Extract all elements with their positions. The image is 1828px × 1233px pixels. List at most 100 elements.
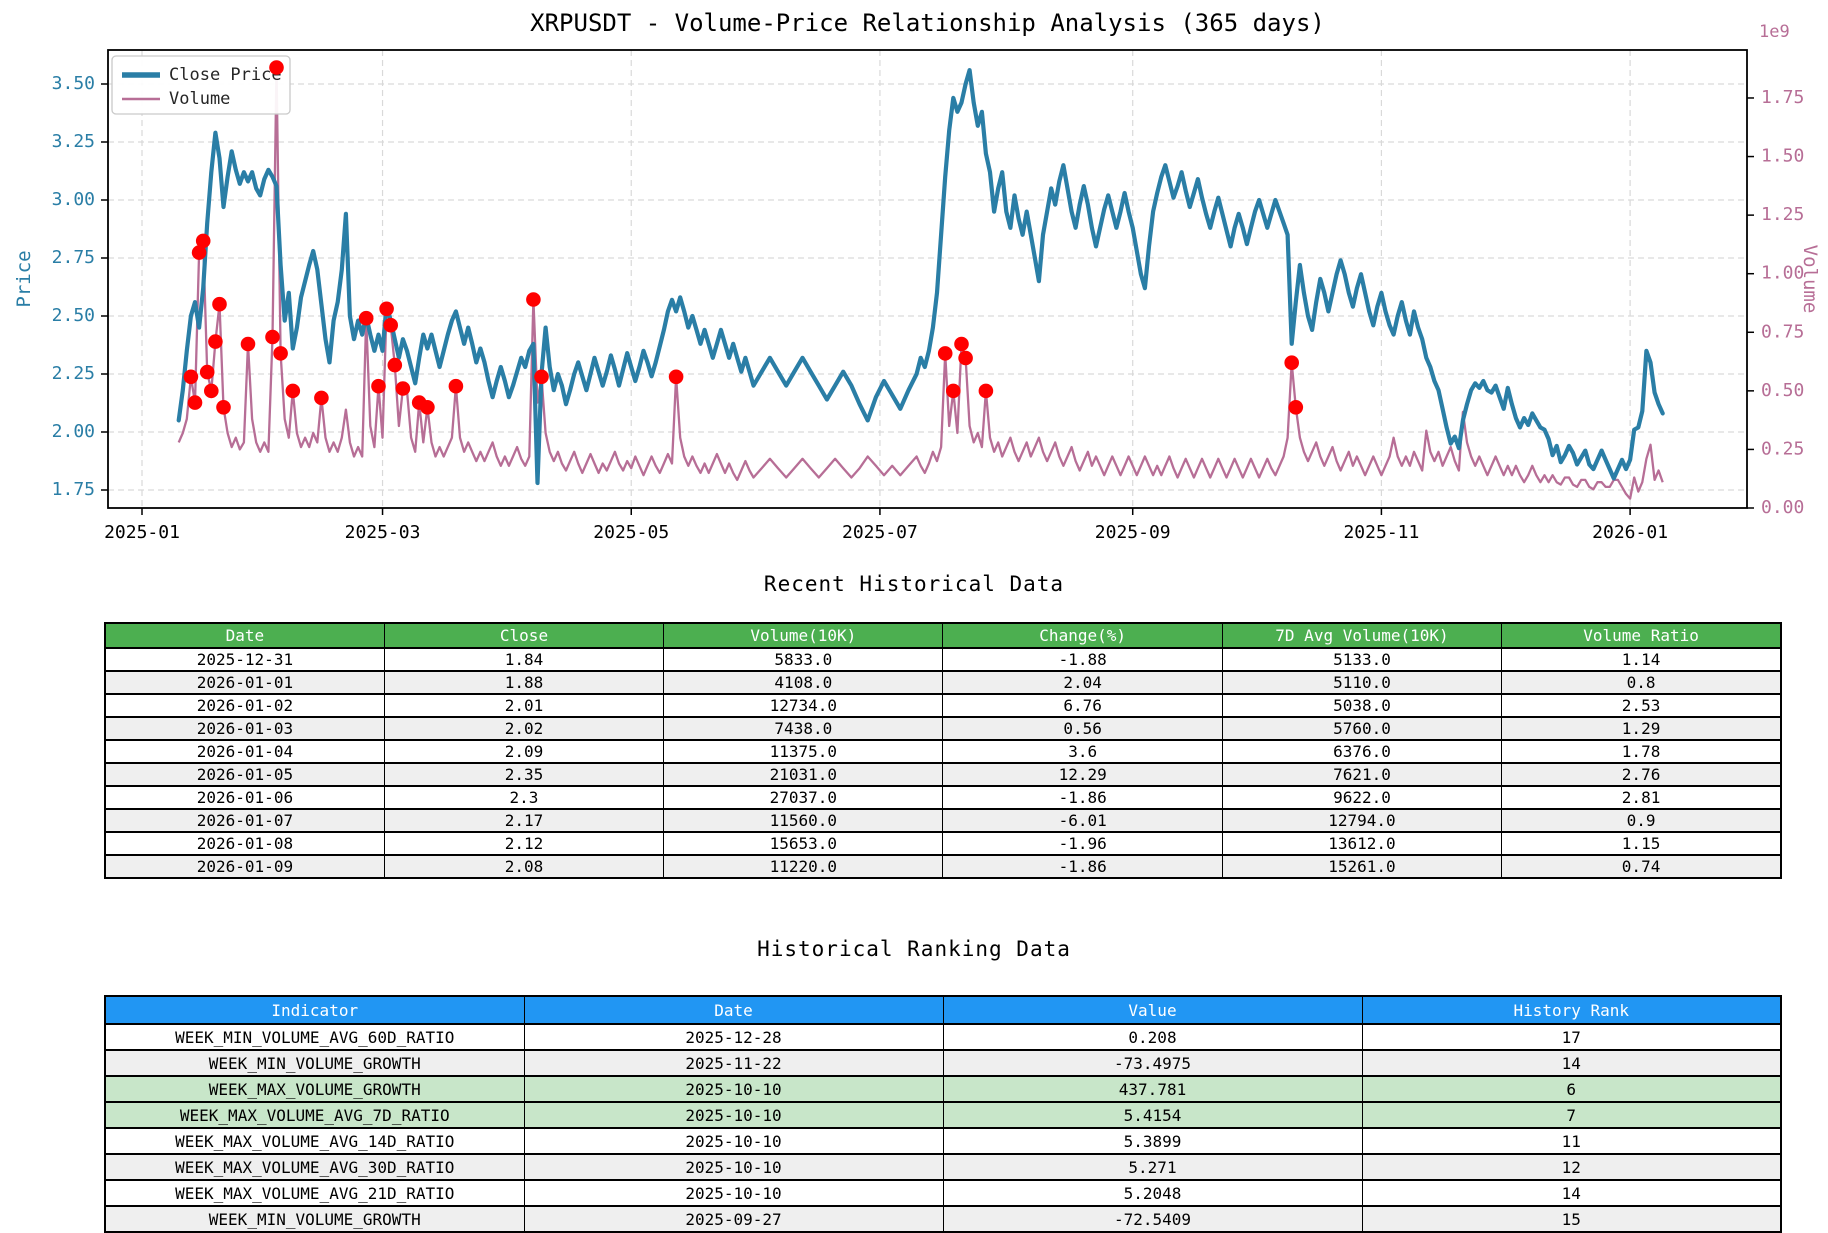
- volume-spike-marker: [273, 346, 288, 361]
- volume-spike-marker: [371, 378, 386, 394]
- volume-spike-marker: [285, 383, 301, 399]
- table-cell: 13612.0: [1221, 831, 1503, 856]
- column-header-date: Date: [104, 622, 385, 649]
- table-row: 2026-01-03 2.02 7438.0 0.56 5760.0 1.29: [104, 716, 1782, 741]
- table-cell: -1.96: [942, 831, 1223, 856]
- left-axis-tick-label: 3.00: [52, 189, 95, 210]
- table-cell: 2.08: [383, 854, 665, 879]
- volume-spike-marker: [1288, 400, 1304, 415]
- legend-volume-label: Volume: [169, 89, 230, 109]
- table-cell: WEEK_MIN_VOLUME_AVG_60D_RATIO: [104, 1023, 525, 1051]
- table-cell: 0.56: [942, 716, 1223, 741]
- table-cell: 0.74: [1501, 854, 1782, 879]
- table-cell: 2.04: [942, 670, 1223, 695]
- plot-border: [107, 49, 1748, 509]
- left-axis-tick-label: 3.50: [52, 73, 95, 94]
- table-row: 2026-01-07 2.17 11560.0 -6.01 12794.0 0.9: [104, 808, 1782, 833]
- table-cell: 2025-10-10: [523, 1127, 944, 1155]
- volume-spike-marker: [668, 369, 684, 385]
- table-cell: 0.208: [942, 1023, 1363, 1051]
- table-row: 2025-12-31 1.84 5833.0 -1.88 5133.0 1.14: [104, 647, 1782, 672]
- table-cell: WEEK_MIN_VOLUME_GROWTH: [104, 1049, 525, 1077]
- volume-spike-marker: [448, 378, 464, 394]
- x-axis-tick-label: 2025-07: [842, 522, 918, 543]
- table-cell: 0.9: [1501, 808, 1782, 833]
- table-cell: 2025-10-10: [523, 1153, 944, 1181]
- table-cell: 12: [1361, 1153, 1782, 1181]
- header-row: Date Close Volume(10K) Change(%) 7D Avg Volu…: [104, 622, 1782, 649]
- volume-spike-marker: [978, 383, 994, 399]
- volume-spike-marker: [420, 400, 435, 415]
- legend-close-price-label: Close Price: [169, 65, 282, 85]
- table-row: 2026-01-08 2.12 15653.0 -1.96 13612.0 1.15: [104, 831, 1782, 856]
- volume-spike-marker: [534, 369, 549, 385]
- table-cell: 2025-12-31: [104, 647, 385, 672]
- table-cell: 1.15: [1501, 831, 1782, 856]
- volume-spike-marker: [958, 350, 973, 366]
- table-cell: 12734.0: [663, 693, 944, 718]
- table-cell: 1.84: [383, 647, 665, 672]
- right-axis-tick-label: 0.50: [1761, 380, 1804, 401]
- table-row: 2026-01-01 1.88 4108.0 2.04 5110.0 0.8: [104, 670, 1782, 695]
- table-row: WEEK_MAX_VOLUME_GROWTH 2025-10-10 437.781 6: [104, 1075, 1782, 1103]
- table-cell: WEEK_MAX_VOLUME_AVG_21D_RATIO: [104, 1179, 525, 1207]
- right-axis-tick-label: 1.00: [1761, 263, 1804, 284]
- table-cell: 2026-01-07: [104, 808, 385, 833]
- table-row: WEEK_MAX_VOLUME_AVG_7D_RATIO 2025-10-10 5.…: [104, 1101, 1782, 1129]
- table-cell: 3.6: [942, 739, 1223, 764]
- column-header-value: Value: [942, 995, 1363, 1025]
- table-cell: 2026-01-08: [104, 831, 385, 856]
- table-cell: 2.01: [383, 693, 665, 718]
- volume-spike-marker: [387, 357, 403, 373]
- volume-spike-marker: [195, 233, 211, 249]
- left-axis-tick-label: 2.50: [52, 305, 95, 326]
- right-axis-tick-label: 0.25: [1761, 438, 1804, 459]
- volume-spike-marker: [395, 381, 411, 396]
- table-cell: 2026-01-01: [104, 670, 385, 695]
- table-cell: 7621.0: [1221, 762, 1503, 787]
- column-header-change: Change(%): [942, 622, 1223, 649]
- table-cell: -1.88: [942, 647, 1223, 672]
- table-row: WEEK_MAX_VOLUME_AVG_14D_RATIO 2025-10-10 5…: [104, 1127, 1782, 1155]
- volume-price-chart: 3.50 3.25 3.00 2.75 2.50 2.25 2.00 1.75 1.75 1.50…: [13, 9, 1821, 543]
- table-cell: WEEK_MAX_VOLUME_AVG_14D_RATIO: [104, 1127, 525, 1155]
- table-cell: 1.88: [383, 670, 665, 695]
- table-cell: 15: [1361, 1205, 1782, 1233]
- table-cell: 11: [1361, 1127, 1782, 1155]
- table-cell: 9622.0: [1221, 785, 1503, 810]
- volume-spike-marker: [937, 346, 953, 361]
- table-cell: 2025-09-27: [523, 1205, 944, 1233]
- volume-spike-marker: [216, 400, 231, 415]
- table-cell: 27037.0: [663, 785, 944, 810]
- table-cell: 1.29: [1501, 716, 1782, 741]
- volume-spike-marker: [1284, 355, 1299, 371]
- table-cell: -73.4975: [942, 1049, 1363, 1077]
- volume-spike-marker: [191, 245, 207, 260]
- table-cell: 5833.0: [663, 647, 944, 672]
- table-cell: 5.4154: [942, 1101, 1363, 1129]
- table-cell: 2026-01-09: [104, 854, 385, 879]
- header-row: Indicator Date Value History Rank: [104, 995, 1782, 1025]
- table-cell: 14: [1361, 1049, 1782, 1077]
- table-cell: 2025-11-22: [523, 1049, 944, 1077]
- left-axis-tick-label: 2.75: [52, 247, 95, 268]
- table-cell: 15261.0: [1221, 854, 1503, 879]
- table-cell: WEEK_MAX_VOLUME_AVG_30D_RATIO: [104, 1153, 525, 1181]
- left-axis-tick-label: 2.25: [52, 363, 95, 384]
- x-axis-tick-label: 2025-01: [104, 522, 180, 543]
- table-row: 2026-01-04 2.09 11375.0 3.6 6376.0 1.78: [104, 739, 1782, 764]
- table-cell: WEEK_MAX_VOLUME_GROWTH: [104, 1075, 525, 1103]
- table-cell: 2026-01-03: [104, 716, 385, 741]
- table-cell: 14: [1361, 1179, 1782, 1207]
- table-row: 2026-01-06 2.3 27037.0 -1.86 9622.0 2.81: [104, 785, 1782, 810]
- table-cell: 2025-12-28: [523, 1023, 944, 1051]
- table-row: 2026-01-02 2.01 12734.0 6.76 5038.0 2.53: [104, 693, 1782, 718]
- column-header-date: Date: [523, 995, 944, 1025]
- table-cell: 2.09: [383, 739, 665, 764]
- table-cell: 5.2048: [942, 1179, 1363, 1207]
- volume-spike-marker: [526, 292, 541, 307]
- volume-spike-marker: [379, 301, 394, 317]
- table-cell: 2.3: [383, 785, 665, 810]
- right-axis-tick-label: 0.00: [1761, 497, 1804, 518]
